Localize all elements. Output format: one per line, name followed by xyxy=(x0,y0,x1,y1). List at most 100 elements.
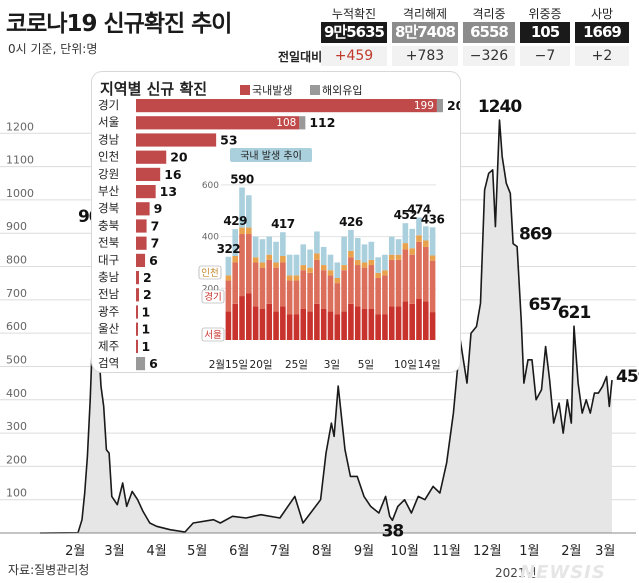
trend-bar-incheon xyxy=(252,257,259,263)
stat-label-released: 격리해제 xyxy=(402,7,448,21)
region-label: 전남 xyxy=(98,287,120,301)
bar-domestic xyxy=(136,305,138,319)
bar-value-label: 1 xyxy=(142,339,151,354)
bar-domestic xyxy=(136,167,161,181)
x-tick-label: 11월 xyxy=(432,544,461,559)
trend-bar-seoul xyxy=(239,296,245,340)
trend-bar-other xyxy=(402,223,409,244)
x-tick-label: 7월 xyxy=(270,544,290,559)
trend-bar-other xyxy=(375,257,381,273)
trend-bar-gyeonggi xyxy=(225,280,232,312)
y-tick-label: 700 xyxy=(6,287,27,300)
trend-bar-other xyxy=(273,241,279,263)
bar-domestic xyxy=(136,322,138,336)
trend-bar-other xyxy=(252,236,259,258)
data-label: 1240 xyxy=(478,97,522,117)
region-label: 충북 xyxy=(98,218,119,232)
region-tag: 서울 xyxy=(204,330,222,341)
bar-overseas xyxy=(136,357,146,371)
x-tick-label: 6월 xyxy=(229,544,249,559)
trend-bar-other xyxy=(409,228,415,249)
bar-value-label: 7 xyxy=(151,236,160,251)
source-note: 자료:질병관리청 xyxy=(8,563,90,577)
trend-bar-gyeonggi xyxy=(307,272,313,312)
trend-bar-gyeonggi xyxy=(327,275,334,312)
legend-domestic: 국내발생 xyxy=(240,82,292,98)
region-label: 부산 xyxy=(98,184,120,198)
region-label: 강원 xyxy=(98,167,119,181)
trend-bar-seoul xyxy=(252,306,259,340)
trend-bar-seoul xyxy=(409,303,415,340)
trend-bar-seoul xyxy=(402,301,409,340)
trend-bar-gyeonggi xyxy=(422,246,429,302)
trend-bar-incheon xyxy=(300,265,307,271)
trend-bar-seoul xyxy=(354,306,361,340)
legend-swatch-overseas xyxy=(310,85,320,95)
trend-bar-gyeonggi xyxy=(266,259,273,304)
trend-bar-other xyxy=(246,195,252,228)
trend-bar-other xyxy=(300,244,307,266)
region-tag-bg xyxy=(198,265,222,280)
trend-bar-seoul xyxy=(266,303,273,340)
trend-bar-incheon xyxy=(422,240,429,247)
region-chart-title: 지역별 신규 확진 xyxy=(100,80,208,98)
page-title: 코로나19 신규확진 추이 xyxy=(6,11,232,37)
region-label: 전북 xyxy=(98,236,119,250)
stat-value-critical: 105 xyxy=(520,22,570,43)
region-tag: 인천 xyxy=(201,268,218,279)
trend-bar-seoul xyxy=(327,311,334,340)
bar-value-label: 53 xyxy=(220,132,237,147)
bar-domestic xyxy=(136,99,437,113)
trend-bar-other xyxy=(348,229,354,251)
region-tag-bg xyxy=(201,327,225,342)
trend-data-label: 474 xyxy=(407,202,431,216)
y-tick-label: 500 xyxy=(6,353,27,366)
trend-bar-gyeonggi xyxy=(286,280,293,315)
bar-value-label: 1 xyxy=(142,322,151,337)
x-tick-label: 12월 xyxy=(473,544,502,559)
data-label: 459 xyxy=(616,367,639,387)
bar-value-label: 1 xyxy=(142,304,151,319)
bar-value-label: 13 xyxy=(160,184,177,199)
stat-value-deaths: 1669 xyxy=(575,22,629,43)
trend-bar-gyeonggi xyxy=(320,270,327,309)
trend-bar-seoul xyxy=(246,293,252,340)
x-tick-label: 3월 xyxy=(595,544,615,559)
trend-bar-seoul xyxy=(300,308,307,340)
trend-bar-incheon xyxy=(354,259,361,266)
data-label: 869 xyxy=(519,225,552,245)
trend-bar-gyeonggi xyxy=(402,249,409,302)
trend-bar-seoul xyxy=(280,306,286,340)
trend-bar-gyeonggi xyxy=(273,267,279,312)
bar-value-label: 2 xyxy=(143,287,152,302)
trend-bar-other xyxy=(307,249,313,268)
bar-domestic xyxy=(136,116,300,130)
y-tick-label: 400 xyxy=(6,387,27,400)
trend-bar-incheon xyxy=(375,272,381,278)
unit-note: 0시 기준, 단위:명 xyxy=(8,42,98,56)
trend-bar-other xyxy=(232,229,239,256)
trend-bar-gyeonggi xyxy=(348,257,354,304)
trend-bar-other xyxy=(259,239,266,263)
bar-overseas xyxy=(299,116,306,130)
x-tick-label: 4월 xyxy=(146,544,166,559)
trend-bar-seoul xyxy=(293,314,300,340)
trend-data-label: 429 xyxy=(223,214,247,228)
legend-swatch-domestic xyxy=(240,85,250,95)
trend-bar-other xyxy=(382,254,388,271)
trend-bar-incheon xyxy=(273,262,279,268)
trend-bar-incheon xyxy=(402,243,409,250)
trend-bar-other xyxy=(416,217,422,236)
series-line xyxy=(39,119,613,534)
region-label: 제주 xyxy=(98,339,119,353)
trend-bar-gyeonggi xyxy=(300,270,307,309)
trend-bar-other xyxy=(266,236,273,255)
trend-title: 국내 발생 추이 xyxy=(240,150,302,162)
x-tick-label: 1월 xyxy=(519,544,539,559)
trend-bar-seoul xyxy=(388,306,395,340)
bar-domestic xyxy=(136,339,138,353)
trend-bar-other xyxy=(368,241,375,260)
trend-bar-gyeonggi xyxy=(314,259,320,304)
trend-bar-gyeonggi xyxy=(239,234,245,297)
trend-bar-other xyxy=(388,236,395,255)
